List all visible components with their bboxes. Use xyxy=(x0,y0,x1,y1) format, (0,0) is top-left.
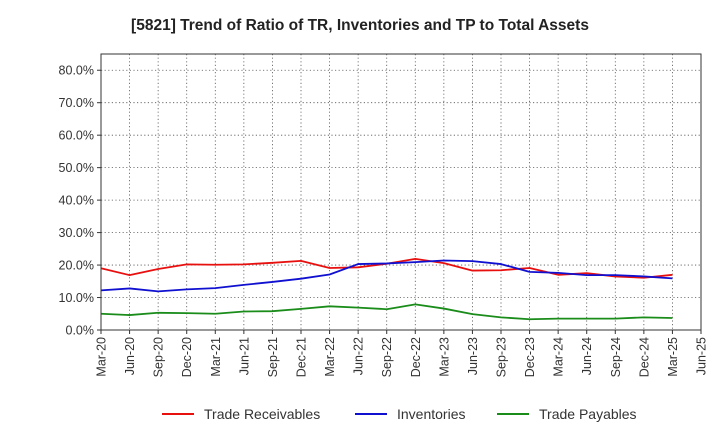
chart-title: [5821] Trend of Ratio of TR, Inventories… xyxy=(131,17,589,34)
y-axis: 0.0% 10.0% 20.0% 30.0% 40.0% 50.0% 60.0% 70.0% 8… xyxy=(59,64,101,338)
x-tick-label: Jun-23 xyxy=(466,337,480,375)
y-tick-label: 80.0% xyxy=(59,64,94,78)
x-tick-label: Jun-20 xyxy=(123,337,137,375)
x-tick-label: Mar-20 xyxy=(95,337,109,377)
x-tick-label: Sep-21 xyxy=(266,337,280,377)
y-tick-label: 60.0% xyxy=(59,129,94,143)
x-tick-label: Jun-24 xyxy=(580,337,594,375)
x-tick-label: Jun-25 xyxy=(695,337,709,375)
x-tick-label: Dec-22 xyxy=(409,337,423,377)
x-tick-label: Mar-24 xyxy=(552,337,566,377)
series-lines xyxy=(100,257,673,321)
x-tick-label: Dec-20 xyxy=(180,337,194,377)
y-tick-label: 70.0% xyxy=(59,96,94,110)
y-tick-label: 50.0% xyxy=(59,161,94,175)
series-line-3 xyxy=(100,303,673,321)
x-tick-label: Sep-22 xyxy=(380,337,394,377)
legend: Trade Receivables Inventories Trade Payabl… xyxy=(162,406,637,422)
legend-label: Trade Payables xyxy=(539,406,637,422)
x-tick-label: Jun-21 xyxy=(237,337,251,375)
x-tick-label: Sep-23 xyxy=(495,337,509,377)
x-tick-label: Sep-20 xyxy=(152,337,166,377)
legend-label: Inventories xyxy=(397,406,465,422)
y-tick-label: 20.0% xyxy=(59,259,94,273)
x-tick-label: Dec-23 xyxy=(523,337,537,377)
plot-area xyxy=(100,53,702,331)
x-tick-label: Mar-22 xyxy=(323,337,337,377)
x-tick-label: Dec-24 xyxy=(637,337,651,377)
y-tick-label: 30.0% xyxy=(59,226,94,240)
legend-label: Trade Receivables xyxy=(204,406,320,422)
x-tick-label: Mar-21 xyxy=(209,337,223,377)
y-tick-label: 40.0% xyxy=(59,194,94,208)
series-line-2 xyxy=(100,259,673,293)
x-tick-label: Jun-22 xyxy=(352,337,366,375)
x-axis: Mar-20 Jun-20 Sep-20 Dec-20 Mar-21 Jun-21 Sep-… xyxy=(95,330,709,377)
y-tick-label: 0.0% xyxy=(66,324,95,338)
x-tick-label: Mar-25 xyxy=(666,337,680,377)
x-tick-label: Dec-21 xyxy=(295,337,309,377)
y-tick-label: 10.0% xyxy=(59,291,94,305)
x-tick-label: Sep-24 xyxy=(609,337,623,377)
x-tick-label: Mar-23 xyxy=(437,337,451,377)
